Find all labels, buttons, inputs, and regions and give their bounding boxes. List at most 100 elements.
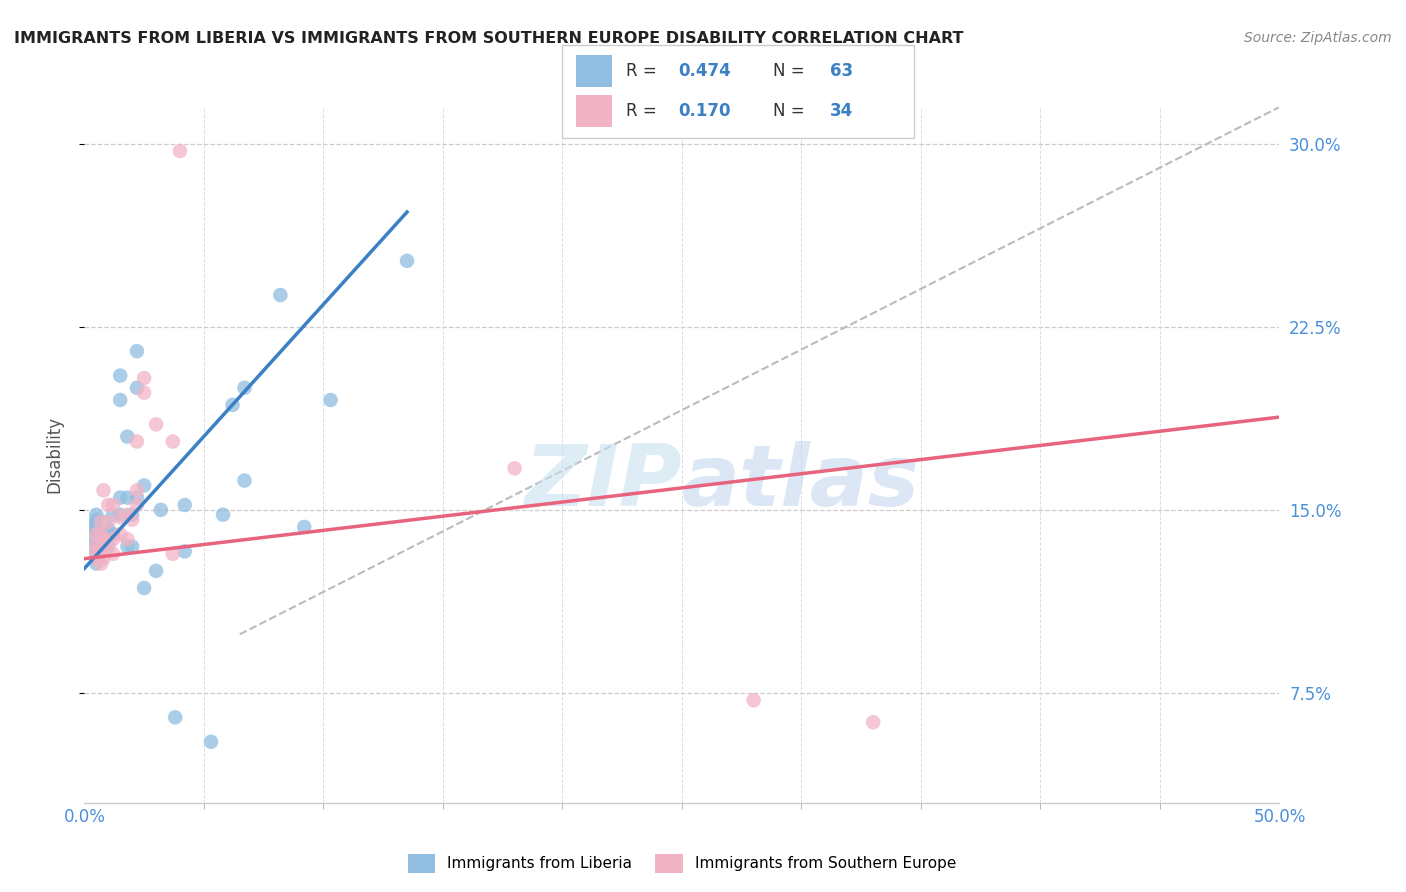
Point [90, 532, 112, 546]
Point [117, 540, 139, 554]
Point [101, 532, 124, 546]
Point [110, 510, 132, 524]
Point [145, 417, 167, 432]
Text: N =: N = [773, 62, 810, 79]
Point [149, 503, 172, 517]
Point [132, 371, 156, 385]
Point [86, 520, 108, 534]
Point [93, 532, 115, 546]
Point [117, 532, 139, 546]
Point [97, 540, 120, 554]
Point [97, 522, 120, 536]
Point [86, 549, 108, 564]
Text: ZIP: ZIP [524, 442, 682, 524]
Point [86, 537, 108, 551]
Text: 63: 63 [830, 62, 852, 79]
Point [162, 547, 184, 561]
Point [86, 524, 108, 539]
Point [292, 520, 315, 534]
Point [93, 483, 115, 498]
Point [86, 508, 108, 522]
Point [86, 537, 108, 551]
Point [145, 564, 167, 578]
Point [125, 491, 148, 505]
Point [86, 540, 108, 554]
Point [503, 461, 526, 475]
Text: 0.474: 0.474 [678, 62, 731, 79]
Point [86, 557, 108, 571]
Point [862, 715, 884, 730]
Point [212, 508, 235, 522]
Text: Source: ZipAtlas.com: Source: ZipAtlas.com [1244, 31, 1392, 45]
Point [86, 544, 108, 558]
Point [86, 532, 108, 546]
Text: N =: N = [773, 102, 810, 120]
Bar [576, 95, 612, 127]
Point [90, 527, 112, 541]
Point [117, 508, 139, 522]
Point [101, 547, 124, 561]
Point [125, 498, 148, 512]
Point [87, 540, 110, 554]
Point [132, 478, 156, 492]
Text: 34: 34 [830, 102, 853, 120]
Point [101, 498, 124, 512]
Point [125, 483, 148, 498]
Point [233, 381, 256, 395]
Point [86, 551, 108, 566]
Point [125, 344, 148, 359]
Legend: Immigrants from Liberia, Immigrants from Southern Europe: Immigrants from Liberia, Immigrants from… [402, 847, 962, 879]
Point [93, 515, 115, 529]
Point [117, 429, 139, 443]
Point [125, 434, 148, 449]
Point [90, 515, 112, 529]
Point [121, 513, 143, 527]
Point [169, 144, 191, 158]
Point [200, 735, 222, 749]
Point [132, 581, 156, 595]
Point [132, 385, 156, 400]
Point [173, 498, 195, 512]
Point [94, 520, 117, 534]
Point [162, 434, 184, 449]
Point [90, 544, 112, 558]
Point [93, 551, 115, 566]
Point [101, 508, 124, 522]
Point [93, 527, 115, 541]
Point [221, 398, 243, 412]
Text: R =: R = [626, 102, 662, 120]
Point [94, 532, 117, 546]
Text: 0.170: 0.170 [678, 102, 731, 120]
Point [233, 474, 256, 488]
Point [86, 515, 108, 529]
Point [90, 544, 112, 558]
Point [87, 527, 110, 541]
Text: R =: R = [626, 62, 662, 79]
Point [93, 540, 115, 554]
Point [121, 540, 143, 554]
Point [97, 498, 120, 512]
Point [86, 513, 108, 527]
Text: atlas: atlas [682, 442, 920, 524]
Point [173, 544, 195, 558]
Point [396, 253, 419, 268]
Point [86, 527, 108, 541]
Point [319, 392, 342, 407]
FancyBboxPatch shape [562, 45, 914, 138]
Point [87, 551, 110, 566]
Point [86, 544, 108, 558]
Point [86, 517, 108, 532]
Point [110, 392, 132, 407]
Text: IMMIGRANTS FROM LIBERIA VS IMMIGRANTS FROM SOUTHERN EUROPE DISABILITY CORRELATIO: IMMIGRANTS FROM LIBERIA VS IMMIGRANTS FR… [14, 31, 963, 46]
Point [90, 557, 112, 571]
Point [86, 551, 108, 566]
Point [97, 515, 120, 529]
Point [90, 522, 112, 536]
Point [269, 288, 291, 302]
Point [110, 508, 132, 522]
Point [110, 368, 132, 383]
Bar [576, 55, 612, 87]
Point [110, 491, 132, 505]
Point [110, 527, 132, 541]
Point [86, 534, 108, 549]
